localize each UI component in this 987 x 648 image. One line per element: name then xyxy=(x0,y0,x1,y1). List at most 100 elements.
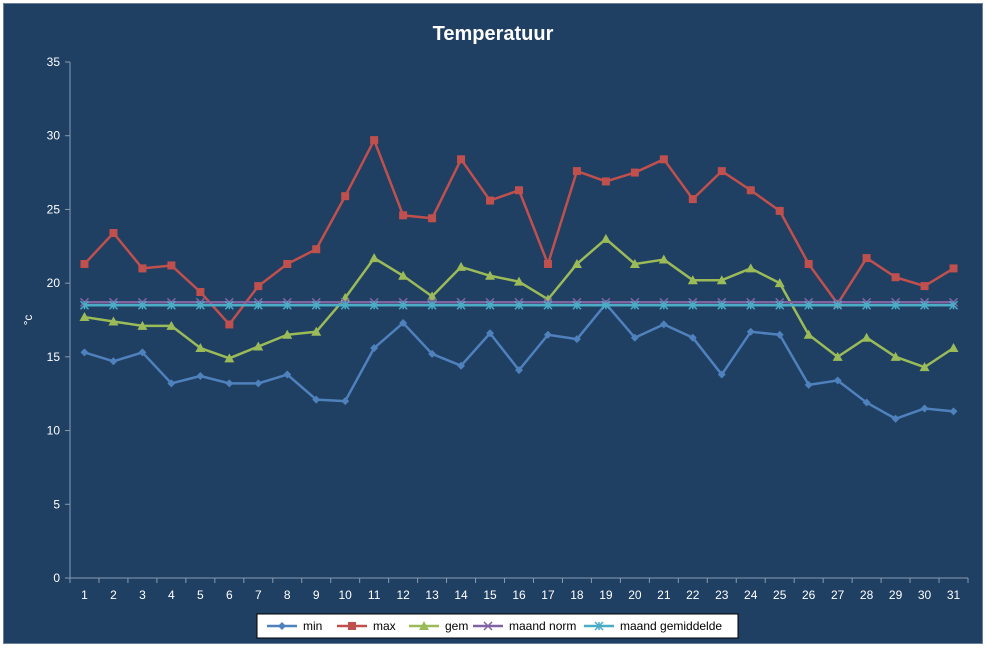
series-layer xyxy=(79,136,959,423)
x-tick-label: 8 xyxy=(284,588,291,602)
x-tick-label: 27 xyxy=(831,588,845,602)
data-point-gem xyxy=(137,320,148,330)
data-point-gem xyxy=(629,258,640,268)
series-maand-gemiddelde xyxy=(79,300,959,310)
x-tick-label: 16 xyxy=(512,588,526,602)
y-tick-label: 20 xyxy=(47,276,61,290)
data-point-maand-gemiddelde xyxy=(543,300,553,310)
data-point-max xyxy=(659,155,668,164)
legend-marker-max xyxy=(348,622,356,630)
y-tick-label: 30 xyxy=(47,129,61,143)
data-point-maand-gemiddelde xyxy=(833,300,843,310)
x-tick-label: 17 xyxy=(541,588,555,602)
data-point-max xyxy=(457,155,466,164)
data-point-min xyxy=(283,370,292,379)
data-point-gem xyxy=(195,343,206,353)
x-tick-label: 11 xyxy=(368,588,381,602)
data-point-max xyxy=(891,273,900,282)
data-point-gem xyxy=(658,254,669,264)
x-tick-label: 2 xyxy=(110,588,117,602)
x-tick-label: 24 xyxy=(744,588,758,602)
y-tick-label: 5 xyxy=(53,497,60,511)
data-point-min xyxy=(688,333,697,342)
data-point-maand-gemiddelde xyxy=(311,300,321,310)
data-point-max xyxy=(746,186,755,195)
legend-label-maand-norm: maand norm xyxy=(509,619,576,633)
data-point-min xyxy=(486,329,495,338)
y-tick-label: 10 xyxy=(47,424,61,438)
x-tick-label: 23 xyxy=(715,588,729,602)
data-point-maand-gemiddelde xyxy=(572,300,582,310)
data-point-min xyxy=(543,330,552,339)
data-point-maand-gemiddelde xyxy=(282,300,292,310)
data-point-gem xyxy=(427,291,438,301)
legend-marker-maand-gemiddelde xyxy=(594,621,604,631)
legend-item-min: min xyxy=(267,619,322,633)
data-point-max xyxy=(949,264,958,273)
x-tick-label: 19 xyxy=(599,588,613,602)
series-line-min xyxy=(84,302,954,421)
data-point-min xyxy=(717,370,726,379)
data-point-maand-gemiddelde xyxy=(948,300,959,310)
x-tick-label: 1 xyxy=(81,588,88,602)
data-point-gem xyxy=(369,253,380,263)
data-point-maand-gemiddelde xyxy=(398,300,408,310)
data-point-gem xyxy=(485,270,496,280)
data-point-gem xyxy=(311,326,322,336)
data-point-gem xyxy=(919,362,930,372)
legend-item-max: max xyxy=(337,619,396,633)
legend-marker-gem xyxy=(419,621,429,630)
data-point-maand-gemiddelde xyxy=(717,300,727,310)
series-gem xyxy=(79,233,959,372)
data-point-maand-gemiddelde xyxy=(862,300,872,310)
x-tick-label: 26 xyxy=(802,588,816,602)
data-point-min xyxy=(341,397,350,406)
data-point-max xyxy=(428,214,437,223)
legend-marker-maand-norm xyxy=(483,621,493,631)
data-point-min xyxy=(428,349,437,358)
data-point-min xyxy=(659,320,668,329)
data-point-max xyxy=(167,261,176,270)
legend-label-maand-gemiddelde: maand gemiddelde xyxy=(620,619,722,633)
x-tick-label: 20 xyxy=(628,588,642,602)
legend-label-min: min xyxy=(303,619,322,633)
data-point-max xyxy=(254,282,263,291)
data-point-min xyxy=(572,335,581,344)
data-point-min xyxy=(515,366,523,375)
data-point-min xyxy=(138,348,147,357)
data-point-maand-gemiddelde xyxy=(746,300,756,310)
data-point-maand-gemiddelde xyxy=(688,300,698,310)
data-point-maand-gemiddelde xyxy=(485,300,495,310)
data-point-gem xyxy=(253,341,264,351)
data-point-gem xyxy=(108,316,119,326)
y-tick-label: 35 xyxy=(47,55,61,69)
data-point-gem xyxy=(600,233,611,243)
data-point-gem xyxy=(948,343,959,353)
data-point-max xyxy=(717,167,726,176)
data-point-maand-gemiddelde xyxy=(514,300,524,310)
y-tick-label: 25 xyxy=(47,202,61,216)
data-point-max xyxy=(80,259,89,268)
data-point-gem xyxy=(745,263,756,273)
data-point-maand-gemiddelde xyxy=(137,300,147,310)
data-point-min xyxy=(167,379,176,388)
data-point-min xyxy=(399,318,408,327)
y-axis-label: °c xyxy=(21,315,35,326)
data-point-max xyxy=(515,186,523,195)
data-point-gem xyxy=(716,275,727,285)
x-tick-label: 18 xyxy=(570,588,584,602)
chart-title: Temperatuur xyxy=(433,23,554,45)
data-point-min xyxy=(920,404,929,413)
data-point-min xyxy=(225,379,234,388)
data-point-gem xyxy=(687,275,698,285)
legend-item-maand-norm: maand norm xyxy=(473,619,576,633)
data-point-maand-gemiddelde xyxy=(659,300,669,310)
data-point-max xyxy=(572,167,581,176)
legend-item-gem: gem xyxy=(409,619,468,633)
x-tick-label: 29 xyxy=(889,588,903,602)
data-point-min xyxy=(891,414,900,423)
data-point-min xyxy=(312,395,321,404)
legend-label-max: max xyxy=(373,619,396,633)
data-point-max xyxy=(804,259,813,268)
